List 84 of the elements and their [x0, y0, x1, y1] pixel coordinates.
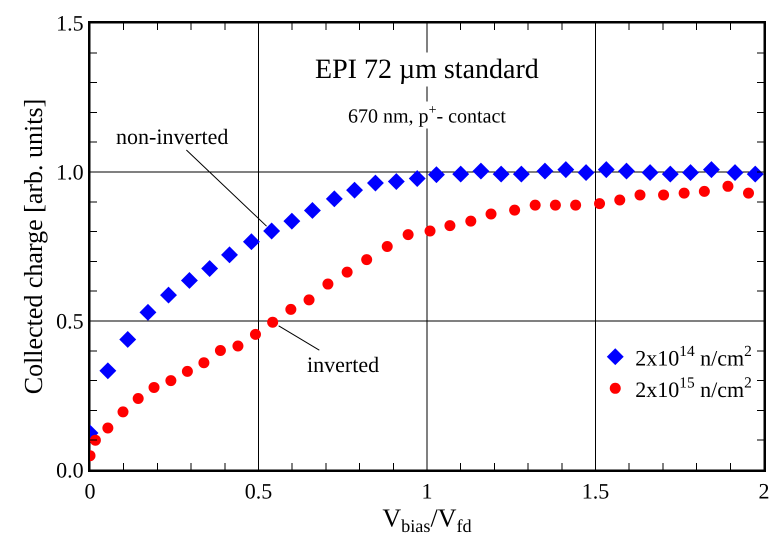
point — [165, 375, 176, 386]
point — [148, 382, 160, 393]
point — [119, 331, 136, 348]
point — [304, 202, 321, 219]
text: 670 nm, p$^{+}$- contact — [348, 103, 506, 128]
point — [366, 174, 384, 192]
point — [232, 340, 244, 352]
point — [285, 304, 296, 315]
point — [598, 161, 615, 178]
legend-label: 2x10$^{15}$ n/cm$^{2}$ — [635, 374, 752, 402]
point — [342, 266, 353, 278]
y-axis-title: Collected charge [arb. units] — [19, 98, 48, 394]
point — [722, 180, 734, 192]
point — [132, 392, 144, 404]
point — [658, 189, 670, 200]
x-axis-title: V$_{bias}$/V$_{fd}$ — [382, 503, 472, 536]
point — [428, 166, 445, 184]
point — [180, 272, 198, 289]
point — [382, 241, 393, 252]
y-tick-label: 0.5 — [56, 308, 84, 334]
x-tick-label: 0.5 — [244, 478, 272, 504]
point — [594, 198, 606, 210]
point — [618, 162, 635, 180]
point — [140, 304, 156, 321]
x-tick-label: 2 — [758, 478, 770, 504]
y-tick-label: 0.0 — [56, 458, 84, 483]
point — [160, 286, 177, 304]
point — [118, 406, 129, 418]
annotation: non-inverted — [116, 124, 228, 149]
point — [263, 222, 280, 240]
point — [99, 362, 116, 380]
annotation: inverted — [307, 352, 380, 377]
point — [743, 188, 754, 199]
point — [444, 220, 456, 232]
point — [424, 226, 436, 236]
point — [242, 233, 260, 250]
point — [465, 216, 476, 227]
point — [267, 316, 278, 328]
point — [634, 189, 646, 200]
point — [388, 173, 405, 190]
y-tick-label: 1.0 — [56, 160, 84, 185]
y-tick-label: 1.5 — [56, 10, 84, 36]
point — [201, 260, 218, 277]
point — [678, 188, 690, 199]
point — [614, 194, 626, 206]
text: EPI 72 µm standard — [315, 54, 539, 85]
x-tick-label: 1.5 — [582, 478, 610, 504]
x-tick-label: 0 — [84, 478, 96, 504]
point — [198, 357, 210, 368]
point — [221, 246, 238, 264]
point — [452, 166, 470, 183]
point — [402, 229, 414, 240]
point — [702, 161, 720, 178]
point — [570, 200, 582, 211]
point — [326, 190, 343, 208]
point — [322, 278, 334, 290]
point — [250, 328, 261, 340]
point — [662, 166, 679, 183]
point — [509, 204, 520, 216]
point — [682, 164, 699, 182]
point — [214, 345, 226, 356]
point — [512, 166, 530, 183]
point — [578, 164, 595, 182]
point — [530, 200, 541, 211]
point — [90, 434, 101, 446]
point — [698, 186, 710, 197]
point — [726, 164, 744, 182]
point — [346, 182, 363, 199]
point — [283, 212, 300, 230]
point — [472, 162, 490, 180]
point — [304, 294, 315, 306]
x-tick-label: 1 — [422, 478, 432, 504]
point — [102, 422, 114, 434]
point — [642, 164, 659, 182]
point — [536, 162, 554, 180]
legend-label: 2x10$^{14}$ n/cm$^{2}$ — [635, 343, 752, 370]
point — [486, 208, 497, 220]
point — [557, 161, 574, 178]
point — [492, 166, 510, 183]
point — [182, 366, 193, 377]
point — [550, 200, 561, 211]
point — [408, 170, 426, 188]
point — [746, 166, 764, 183]
point — [361, 254, 372, 266]
